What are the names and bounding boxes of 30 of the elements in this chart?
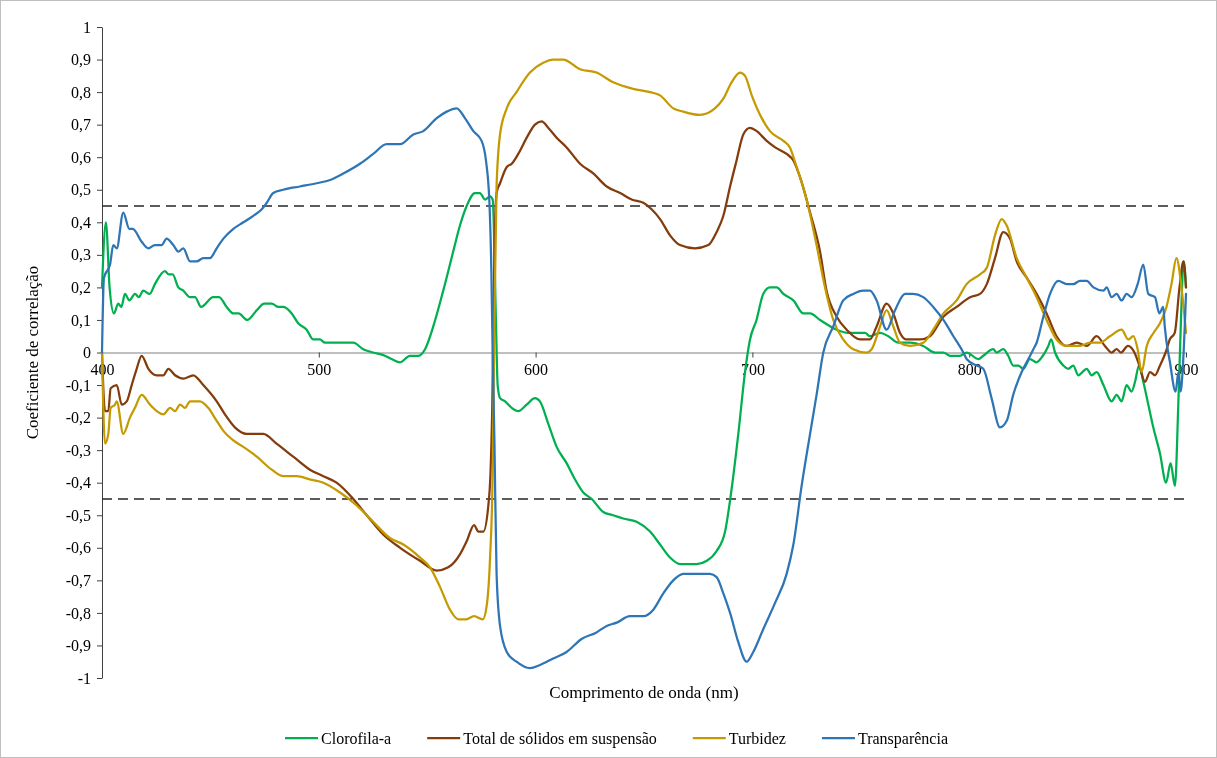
x-tick-label: 600: [524, 360, 549, 378]
x-axis-title: Comprimento de onda (nm): [549, 683, 739, 702]
y-tick-label: 0,7: [71, 116, 91, 134]
y-tick-label: -1: [77, 669, 91, 687]
y-tick-label: -0,6: [65, 539, 91, 557]
legend-label: Total de sólidos em suspensão: [463, 729, 657, 748]
y-tick-label: -0,9: [65, 637, 91, 655]
y-tick-label: -0,1: [65, 376, 91, 394]
x-tick-label: 500: [307, 360, 332, 378]
y-tick-label: -0,3: [65, 441, 91, 459]
legend-label: Transparência: [857, 729, 948, 748]
y-tick-label: 0: [83, 344, 91, 362]
y-tick-label: -0,4: [65, 474, 91, 492]
y-tick-label: 0,1: [71, 311, 91, 329]
y-tick-label: 0,9: [71, 51, 91, 69]
y-tick-label: -0,2: [65, 409, 91, 427]
y-tick-label: 0,5: [71, 181, 91, 199]
y-tick-label: 1: [83, 18, 91, 36]
y-tick-label: 0,4: [71, 213, 91, 231]
y-tick-label: 0,2: [71, 279, 91, 297]
y-tick-label: -0,7: [65, 571, 91, 589]
y-tick-label: -0,5: [65, 506, 91, 524]
y-tick-label: -0,8: [65, 604, 91, 622]
legend-label: Clorofila-a: [321, 729, 392, 747]
legend-label: Turbidez: [728, 729, 786, 747]
y-tick-label: 0,8: [71, 83, 91, 101]
x-tick-label: 800: [957, 360, 982, 378]
y-axis-title: Coeficiente de correlação: [23, 265, 42, 440]
y-tick-label: 0,3: [71, 246, 91, 264]
y-tick-label: 0,6: [71, 148, 91, 166]
